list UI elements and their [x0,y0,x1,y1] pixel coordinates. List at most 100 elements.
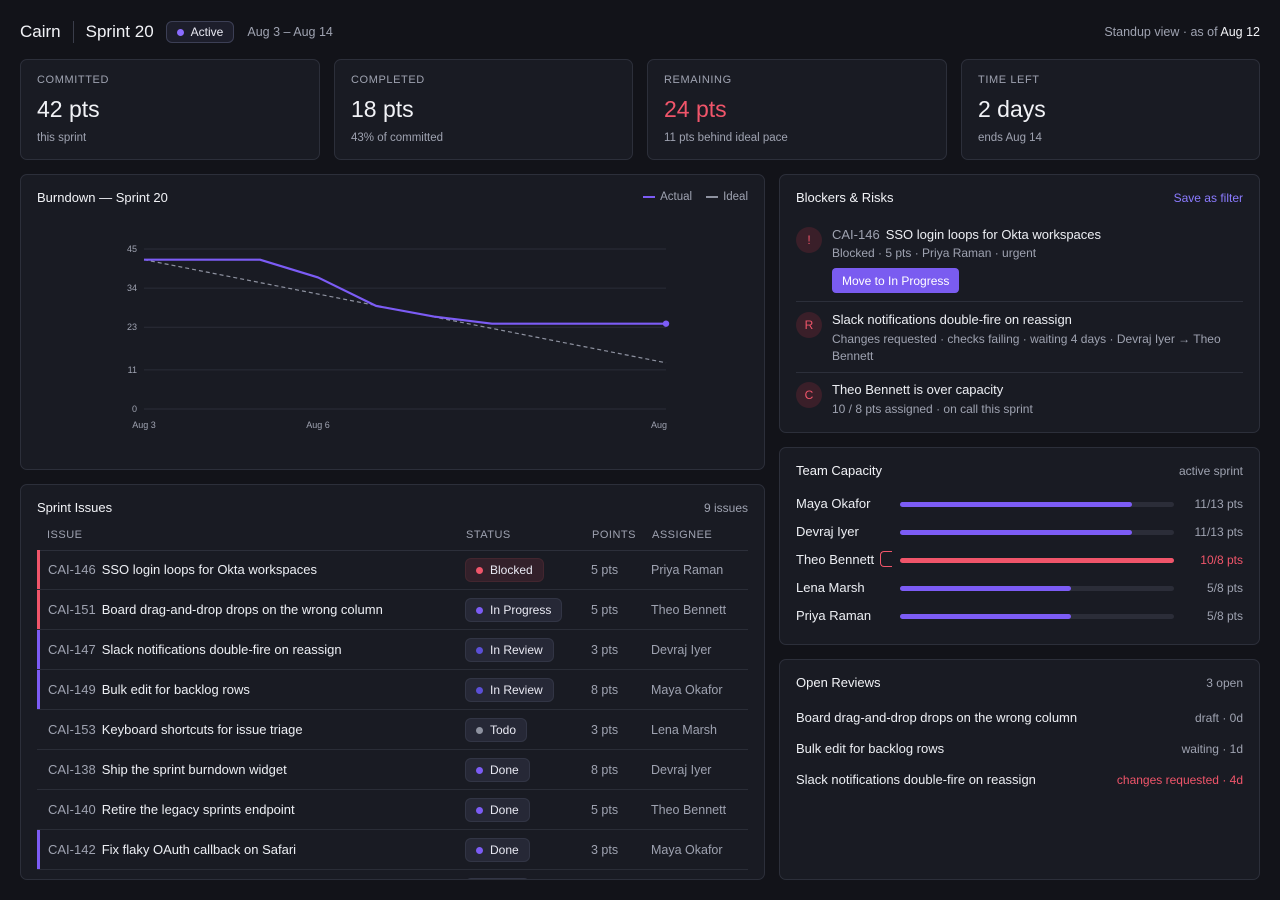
stat-card-time-left: TIME LEFT 2 days ends Aug 14 [961,59,1260,160]
issue-title[interactable]: CAI-153 Keyboard shortcuts for issue tria… [48,722,303,737]
issue-key: CAI-149 [48,682,96,697]
table-row[interactable]: CAI-153 Keyboard shortcuts for issue tria… [37,710,748,750]
status-pill[interactable]: In Progress [465,598,563,622]
burndown-chart: 0 11 23 34 45 Aug 3 Aug 6 Aug [127,244,670,430]
col-assignee[interactable]: ASSIGNEE [652,529,713,541]
table-row[interactable]: CAI-140 Retire the legacy sprints endpoin… [37,790,748,830]
issue-title[interactable]: CAI-149 Bulk edit for backlog rows [48,682,250,697]
app-logo[interactable]: Cairn [20,22,61,41]
status-dot-icon [476,766,483,774]
status-pill[interactable]: Todo [465,718,528,742]
capacity-value: 11/13 pts [1194,497,1243,511]
col-issue[interactable]: ISSUE [47,529,83,541]
table-row[interactable]: CAI-142 Fix flaky OAuth callback on Safar… [37,830,748,870]
blocker-item[interactable]: R Slack notifications double-fire on rea… [796,302,1243,373]
status-pill[interactable]: Done [465,838,530,862]
table-row[interactable]: CAI-151 Board drag-and-drop drops on the … [37,590,748,630]
capacity-avatar-icon: C [796,382,822,408]
issue-title[interactable]: CAI-138 Ship the sprint burndown widget [48,762,287,777]
blocker-title: CAI-146 SSO login loops for Okta workspac… [832,227,1101,242]
asof-prefix: Standup view · as of [1104,25,1218,39]
review-title: Board drag-and-drop drops on the wrong c… [796,710,1078,725]
issue-key: CAI-140 [48,802,96,817]
capacity-meta: active sprint [1178,464,1243,478]
issue-title-text: SSO login loops for Okta workspaces [101,562,318,577]
table-row[interactable]: CAI-138 Ship the sprint burndown widget Do… [37,750,748,790]
capacity-track [900,530,1174,535]
issue-assignee[interactable]: Lena Marsh [651,723,718,737]
table-row[interactable]: CAI-145Rewrite the invite email copyDone… [37,870,748,879]
issue-title[interactable]: CAI-151 Board drag-and-drop drops on the … [48,602,383,617]
capacity-row[interactable]: Maya Okafor 11/13 pts [796,494,1243,514]
review-status: draft · 0d [1194,711,1243,725]
issue-assignee[interactable]: Devraj Iyer [651,643,712,657]
status-pill[interactable]: Blocked [465,558,544,582]
issue-key: CAI-142 [48,842,96,857]
y-tick-label: 45 [127,244,137,254]
capacity-row[interactable]: Lena Marsh 5/8 pts [796,578,1243,598]
asof-date: Aug 12 [1220,25,1260,39]
status-dot-icon [476,726,483,734]
issue-assignee[interactable]: Devraj Iyer [651,763,712,777]
status-dot-icon [476,806,483,814]
issue-title[interactable]: CAI-140 Retire the legacy sprints endpoin… [48,802,295,817]
issue-assignee[interactable]: Theo Bennett [651,603,727,617]
issue-key: CAI-138 [48,762,96,777]
table-row[interactable]: CAI-149 Bulk edit for backlog rows In Revi… [37,670,748,710]
status-pill[interactable]: In Review [465,678,554,702]
status-pill[interactable]: Done [465,798,530,822]
sprint-dates: Aug 3 – Aug 14 [247,25,333,39]
blocker-title: Slack notifications double-fire on reass… [832,312,1072,327]
issue-title[interactable]: CAI-147 Slack notifications double-fire o… [48,642,342,657]
table-row[interactable]: CAI-147 Slack notifications double-fire o… [37,630,748,670]
capacity-track [900,614,1174,619]
stat-label: COMPLETED [351,74,425,86]
issue-title-text: Retire the legacy sprints endpoint [101,802,295,817]
blocker-item[interactable]: C Theo Bennett is over capacity 10 / 8 p… [796,373,1243,423]
review-title: Slack notifications double-fire on reass… [796,772,1036,787]
issue-assignee[interactable]: Theo Bennett [651,803,727,817]
x-tick-label: Aug 6 [306,420,330,430]
issue-key: CAI-151 [48,602,96,617]
sprint-status-badge: Active [165,21,235,43]
status-dot-icon [176,28,184,36]
issue-assignee[interactable]: Maya Okafor [651,843,723,857]
issue-assignee[interactable]: Maya Okafor [651,683,723,697]
status-pill[interactable]: Done [465,878,530,879]
status-dot-icon [476,566,483,574]
capacity-track [900,586,1174,591]
save-as-filter-link[interactable]: Save as filter [1173,191,1243,205]
actual-endpoint [662,320,670,327]
capacity-row[interactable]: Priya Raman 5/8 pts [796,606,1243,626]
issue-title[interactable]: CAI-146 SSO login loops for Okta workspac… [48,562,317,577]
review-row[interactable]: Slack notifications double-fire on reass… [796,770,1243,790]
alert-icon: ! [796,227,822,253]
capacity-fill [900,586,1072,591]
reviews-title: Open Reviews [796,675,881,690]
stat-label: TIME LEFT [978,74,1040,86]
issue-points: 5 pts [591,803,619,817]
col-points[interactable]: POINTS [592,529,636,541]
review-row[interactable]: Bulk edit for backlog rows waiting · 1d [796,739,1243,759]
table-row[interactable]: CAI-146 SSO login loops for Okta workspac… [37,550,748,590]
status-pill[interactable]: Done [465,758,530,782]
issue-assignee[interactable]: Priya Raman [651,563,724,577]
status-pill[interactable]: In Review [465,638,554,662]
stat-card-completed: COMPLETED 18 pts 43% of committed [334,59,633,160]
status-label: In Review [490,643,543,657]
stat-card-remaining: REMAINING 24 pts 11 pts behind ideal pac… [647,59,947,160]
col-status[interactable]: STATUS [466,529,511,541]
capacity-row[interactable]: Devraj Iyer 11/13 pts [796,522,1243,542]
y-tick-label: 11 [128,365,137,375]
issue-title-text: Bulk edit for backlog rows [101,682,250,697]
issue-points: 8 pts [591,763,619,777]
capacity-row[interactable]: Theo Bennett 10/8 pts [796,550,1243,570]
status-label: In Review [490,683,543,697]
capacity-value: 5/8 pts [1206,609,1243,623]
review-row[interactable]: Board drag-and-drop drops on the wrong c… [796,708,1243,728]
move-to-in-progress-button[interactable]: Move to In Progress [832,268,960,293]
blocker-item[interactable]: ! CAI-146 SSO login loops for Okta worksp… [796,223,1243,302]
issue-points: 8 pts [591,683,619,697]
issue-title[interactable]: CAI-142 Fix flaky OAuth callback on Safar… [48,842,296,857]
stat-value: 18 pts [351,96,414,122]
